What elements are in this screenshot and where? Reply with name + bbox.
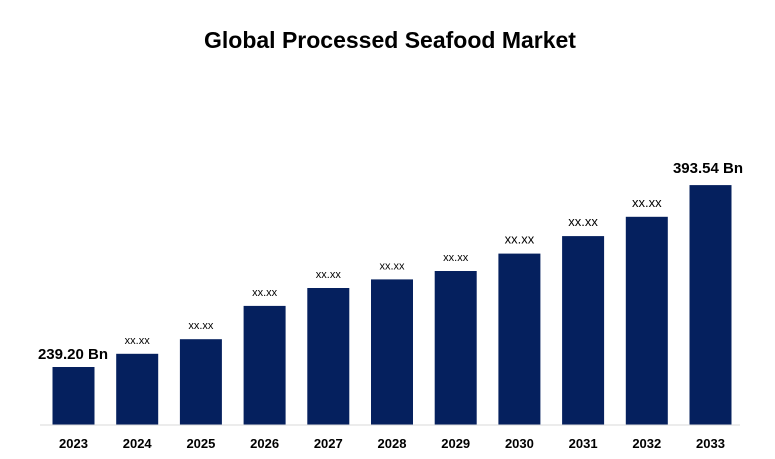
bar-2032 xyxy=(625,216,668,425)
x-tick-label: 2023 xyxy=(59,436,88,451)
bar-2025 xyxy=(179,339,222,425)
x-tick-label: 2028 xyxy=(378,436,407,451)
data-label: 393.54 Bn xyxy=(673,160,743,177)
bar-2023 xyxy=(52,367,95,425)
x-tick-label: 2025 xyxy=(186,436,215,451)
data-label: xx.xx xyxy=(379,260,405,272)
x-tick-labels: 2023 2024 2025 2026 2027 2028 2029 2030 2031 2032… xyxy=(59,436,725,451)
bar-2030 xyxy=(498,253,541,425)
bar-2029 xyxy=(434,271,477,425)
x-tick-label: 2031 xyxy=(569,436,598,451)
data-label: xx.xx xyxy=(568,214,598,229)
data-label: xx.xx xyxy=(188,320,214,332)
x-tick-label: 2030 xyxy=(505,436,534,451)
data-label: xx.xx xyxy=(252,287,278,299)
x-tick-label: 2024 xyxy=(123,436,153,451)
bar-2026 xyxy=(243,305,286,425)
data-label: xx.xx xyxy=(632,195,662,210)
data-label: xx.xx xyxy=(505,232,535,247)
data-label: 239.20 Bn xyxy=(38,346,108,363)
x-tick-label: 2029 xyxy=(441,436,470,451)
bar-2033 xyxy=(689,185,732,425)
bar-2027 xyxy=(307,288,350,425)
bar-2024 xyxy=(116,353,159,425)
data-labels: 239.20 Bn xx.xx xx.xx xx.xx xx.xx xx.xx xx.xx x… xyxy=(38,160,743,363)
x-tick-label: 2033 xyxy=(696,436,725,451)
data-label: xx.xx xyxy=(316,269,342,281)
bar-2028 xyxy=(371,279,413,425)
chart-title: Global Processed Seafood Market xyxy=(204,27,576,53)
x-tick-label: 2027 xyxy=(314,436,343,451)
bar-2031 xyxy=(562,236,605,425)
bars-group xyxy=(52,185,732,425)
data-label: xx.xx xyxy=(443,252,469,264)
x-tick-label: 2032 xyxy=(632,436,661,451)
data-label: xx.xx xyxy=(125,335,151,347)
x-tick-label: 2026 xyxy=(250,436,279,451)
